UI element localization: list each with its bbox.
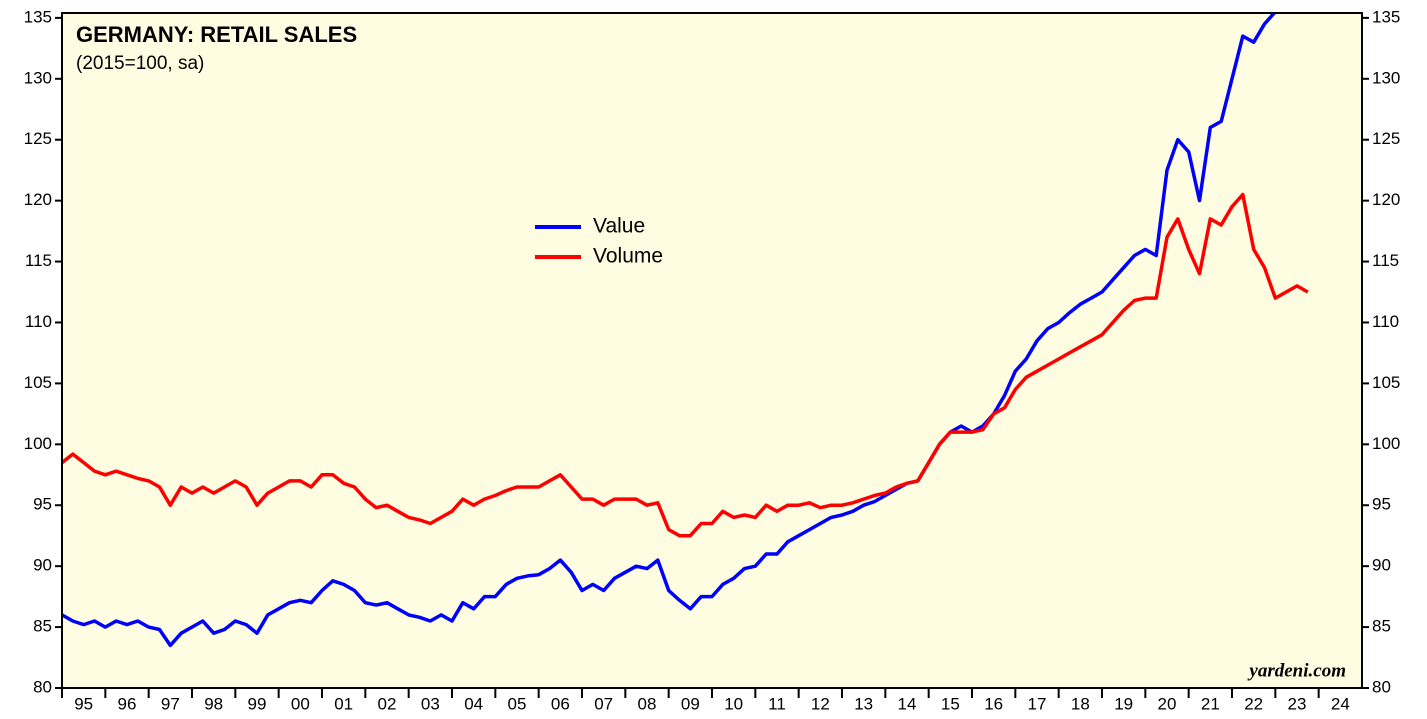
x-tick-label: 20	[1158, 694, 1177, 713]
x-tick-label: 04	[464, 694, 483, 713]
legend-label: Value	[593, 215, 645, 238]
y-tick-label: 115	[25, 251, 52, 270]
x-tick-label: 24	[1331, 694, 1350, 713]
y-tick-label: 95	[33, 495, 52, 514]
x-tick-label: 16	[984, 694, 1003, 713]
x-tick-label: 05	[508, 694, 527, 713]
x-tick-label: 00	[291, 694, 310, 713]
x-tick-label: 11	[768, 694, 786, 713]
x-tick-label: 03	[421, 694, 440, 713]
y2-tick-label: 110	[1372, 312, 1399, 331]
y-tick-label: 85	[33, 617, 52, 636]
series-line	[62, 192, 1309, 538]
x-tick-label: 15	[941, 694, 960, 713]
chart-title: GERMANY: RETAIL SALES	[76, 22, 357, 47]
x-tick-label: 23	[1288, 694, 1307, 713]
y-tick-label: 125	[24, 129, 52, 148]
series-layer	[62, 13, 1309, 648]
y-tick-label: 80	[33, 677, 52, 696]
chart-subtitle: (2015=100, sa)	[76, 53, 204, 74]
y-tick-label: 100	[24, 434, 52, 453]
x-tick-label: 96	[118, 694, 137, 713]
y-tick-label: 90	[33, 556, 52, 575]
source-note: yardeni.com	[1247, 660, 1346, 681]
x-tick-label: 98	[204, 694, 223, 713]
x-tick-label: 13	[854, 694, 873, 713]
x-tick-label: 99	[248, 694, 267, 713]
x-tick-label: 22	[1244, 694, 1263, 713]
series-line	[62, 13, 1277, 648]
x-tick-label: 18	[1071, 694, 1090, 713]
x-tick-label: 08	[638, 694, 657, 713]
y2-tick-label: 125	[1372, 129, 1400, 148]
y2-tick-label: 105	[1372, 373, 1400, 392]
y2-tick-label: 130	[1372, 68, 1400, 87]
y2-tick-label: 115	[1372, 251, 1399, 270]
x-tick-label: 06	[551, 694, 570, 713]
x-tick-label: 14	[898, 694, 917, 713]
legend-label: Volume	[593, 245, 663, 268]
x-tick-label: 07	[594, 694, 613, 713]
x-tick-label: 95	[74, 694, 93, 713]
y2-tick-label: 85	[1372, 617, 1391, 636]
y-tick-label: 130	[24, 68, 52, 87]
y2-tick-label: 90	[1372, 556, 1391, 575]
x-tick-label: 97	[161, 694, 180, 713]
y-tick-label: 110	[25, 312, 52, 331]
x-tick-label: 02	[378, 694, 397, 713]
y2-tick-label: 95	[1372, 495, 1391, 514]
y-tick-label: 135	[24, 7, 52, 26]
x-tick-label: 19	[1114, 694, 1133, 713]
y2-tick-label: 135	[1372, 7, 1400, 26]
plot-area	[62, 13, 1362, 688]
x-tick-label: 01	[334, 694, 353, 713]
y-tick-label: 105	[24, 373, 52, 392]
y2-tick-label: 100	[1372, 434, 1400, 453]
x-tick-label: 10	[724, 694, 743, 713]
x-tick-label: 12	[811, 694, 830, 713]
y2-tick-label: 120	[1372, 190, 1400, 209]
x-tick-label: 17	[1028, 694, 1047, 713]
y2-tick-label: 80	[1372, 677, 1391, 696]
x-tick-label: 09	[681, 694, 700, 713]
y-tick-label: 120	[24, 190, 52, 209]
x-tick-label: 21	[1201, 694, 1220, 713]
